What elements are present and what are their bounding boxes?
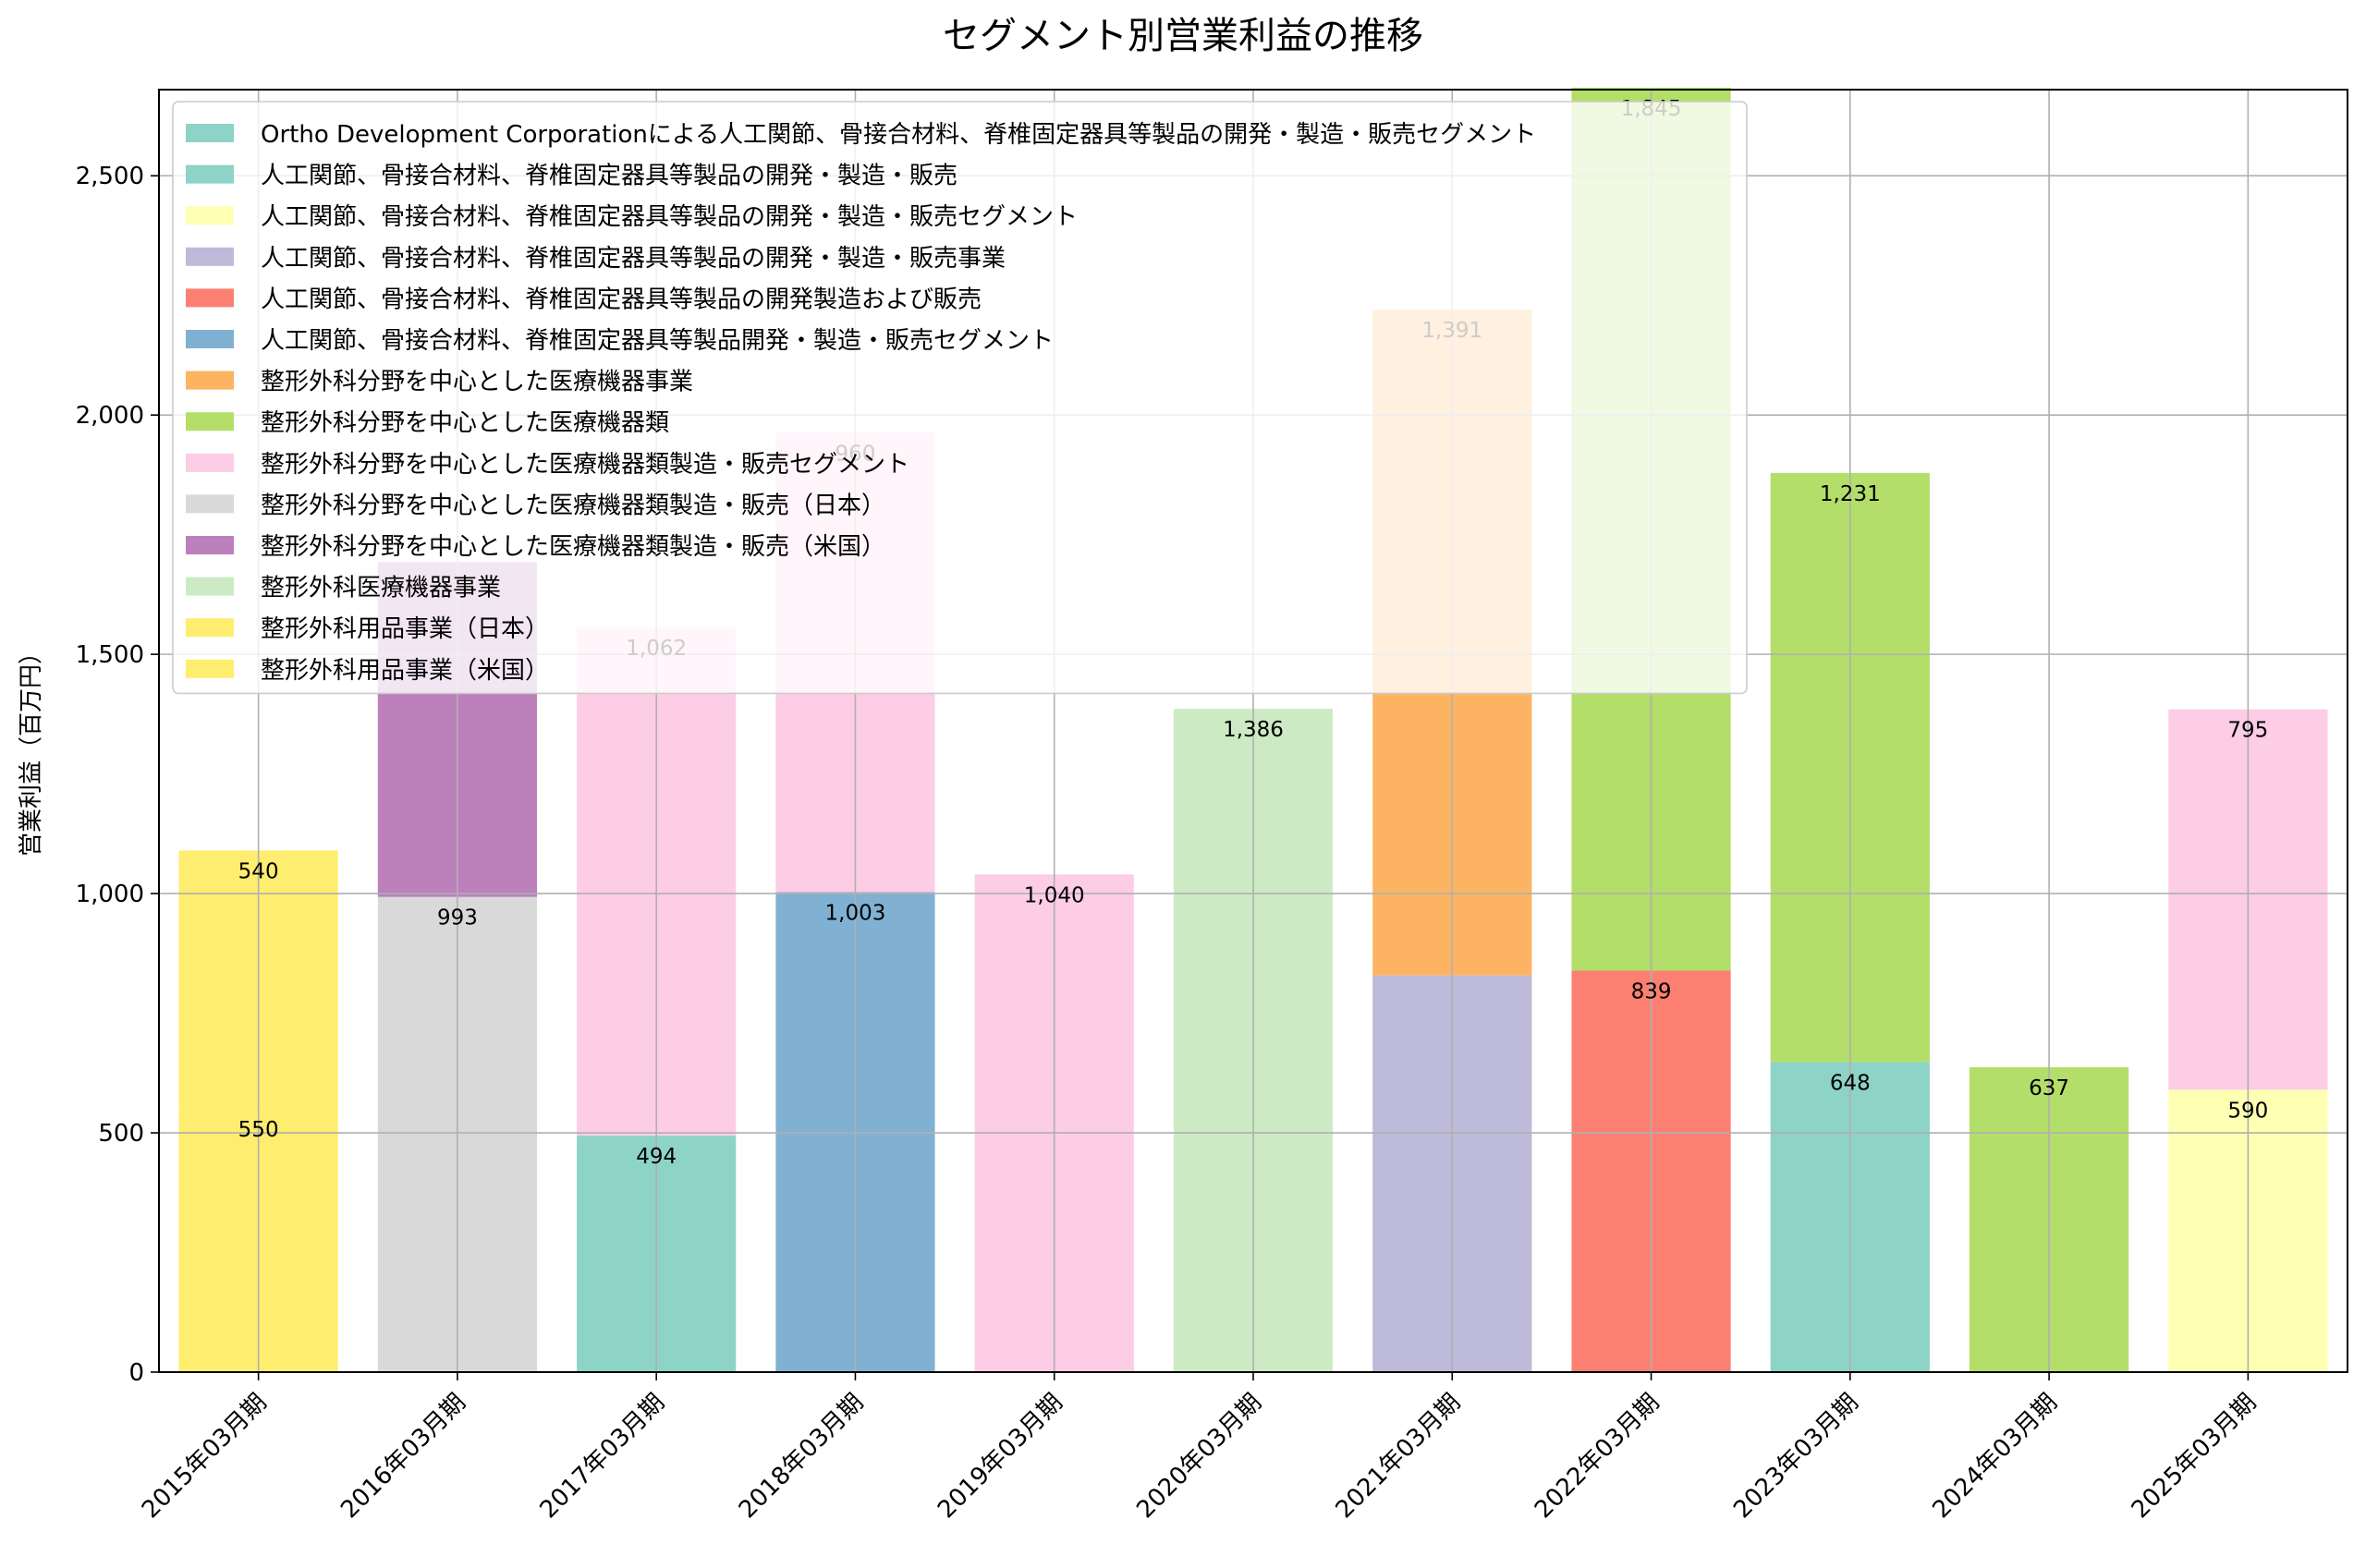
legend-swatch [186,412,234,432]
data-label: 540 [238,859,279,883]
legend-label: 整形外科分野を中心とした医療機器類製造・販売（米国） [261,533,885,561]
data-label: 550 [238,1118,279,1142]
legend-label: 人工関節、骨接合材料、脊椎固定器具等製品の開発・製造・販売セグメント [261,203,1078,231]
legend-entry: 整形外科分野を中心とした医療機器類製造・販売セグメント [186,451,909,479]
data-label: 1,386 [1223,718,1284,742]
legend-label: 整形外科分野を中心とした医療機器事業 [261,369,693,396]
legend-swatch [186,330,234,348]
legend-entry: 人工関節、骨接合材料、脊椎固定器具等製品の開発・製造・販売セグメント [186,203,1078,231]
data-labels: 5505409934941,0621,0039601,0401,3861,391… [238,97,2269,1169]
legend-label: 整形外科分野を中心とした医療機器類製造・販売セグメント [261,451,909,479]
legend-entry: 整形外科用品事業（米国） [186,657,549,685]
legend-entry: 整形外科分野を中心とした医療機器事業 [186,369,693,396]
data-label: 648 [1830,1071,1871,1095]
chart-title: セグメント別営業利益の推移 [943,15,1423,57]
legend-label: 人工関節、骨接合材料、脊椎固定器具等製品開発・製造・販売セグメント [261,327,1054,355]
legend-entry: Ortho Development Corporationによる人工関節、骨接合… [186,121,1536,149]
legend-entry: 人工関節、骨接合材料、脊椎固定器具等製品の開発・製造・販売 [186,163,957,190]
data-label: 839 [1631,979,1672,1003]
data-label: 1,040 [1024,883,1085,907]
x-tick-label: 2022年03月期 [1530,1389,1665,1525]
legend-entry: 人工関節、骨接合材料、脊椎固定器具等製品の開発・製造・販売事業 [186,245,1006,273]
data-label: 795 [2227,719,2268,743]
x-tick-label: 2025年03月期 [2127,1389,2262,1525]
legend-swatch [186,536,234,554]
x-tick-label: 2023年03月期 [1728,1389,1864,1525]
legend-box [172,101,1748,695]
legend-entry: 整形外科分野を中心とした医療機器類製造・販売（米国） [186,533,885,561]
legend-swatch [186,206,234,225]
data-label: 590 [2227,1099,2268,1123]
data-label: 494 [636,1145,677,1169]
y-tick-label: 2,000 [76,402,144,430]
legend-entry: 整形外科分野を中心とした医療機器類 [186,409,669,437]
legend-label: 整形外科用品事業（日本） [261,615,549,643]
legend-swatch [186,577,234,596]
legend-label: 整形外科医療機器事業 [261,575,501,602]
legend-label: 整形外科分野を中心とした医療機器類 [261,409,669,437]
y-tick-label: 1,000 [76,881,144,908]
legend-label: 整形外科分野を中心とした医療機器類製造・販売（日本） [261,492,885,519]
legend-swatch [186,371,234,390]
legend-swatch [186,164,234,184]
legend-swatch [186,247,234,266]
legend-entry: 人工関節、骨接合材料、脊椎固定器具等製品開発・製造・販売セグメント [186,327,1054,355]
legend-entry: 整形外科用品事業（日本） [186,615,549,643]
x-tick-label: 2018年03月期 [734,1389,870,1525]
legend-label: 人工関節、骨接合材料、脊椎固定器具等製品の開発製造および販売 [261,286,982,313]
legend-label: 整形外科用品事業（米国） [261,657,549,685]
data-label: 1,231 [1820,482,1881,506]
data-label: 637 [2029,1076,2069,1100]
x-tick-label: 2020年03月期 [1131,1389,1267,1525]
x-tick-label: 2019年03月期 [933,1389,1068,1525]
y-tick-label: 500 [98,1120,144,1148]
legend-label: Ortho Development Corporationによる人工関節、骨接合… [261,121,1536,149]
legend-label: 人工関節、骨接合材料、脊椎固定器具等製品の開発・製造・販売 [261,163,957,190]
x-tick-label: 2015年03月期 [137,1389,273,1525]
legend-swatch [186,659,234,678]
y-tick-label: 2,500 [76,163,144,190]
legend-swatch [186,288,234,308]
y-tick-label: 0 [128,1359,144,1387]
x-tick-label: 2017年03月期 [535,1389,671,1525]
legend-swatch [186,124,234,142]
data-label: 993 [437,906,478,930]
y-tick-label: 1,500 [76,641,144,669]
x-tick-label: 2016年03月期 [335,1389,471,1525]
x-tick-label: 2021年03月期 [1331,1389,1467,1525]
legend: Ortho Development Corporationによる人工関節、骨接合… [172,101,1748,695]
legend-entry: 整形外科医療機器事業 [186,575,501,602]
legend-swatch [186,618,234,638]
legend-entry: 人工関節、骨接合材料、脊椎固定器具等製品の開発製造および販売 [186,286,982,313]
legend-entry: 整形外科分野を中心とした医療機器類製造・販売（日本） [186,492,885,519]
legend-label: 人工関節、骨接合材料、脊椎固定器具等製品の開発・製造・販売事業 [261,245,1006,273]
data-label: 1,003 [825,902,886,926]
legend-swatch [186,494,234,514]
legend-swatch [186,453,234,472]
x-tick-label: 2024年03月期 [1927,1389,2063,1525]
y-axis-label: 営業利益（百万円） [18,640,45,857]
